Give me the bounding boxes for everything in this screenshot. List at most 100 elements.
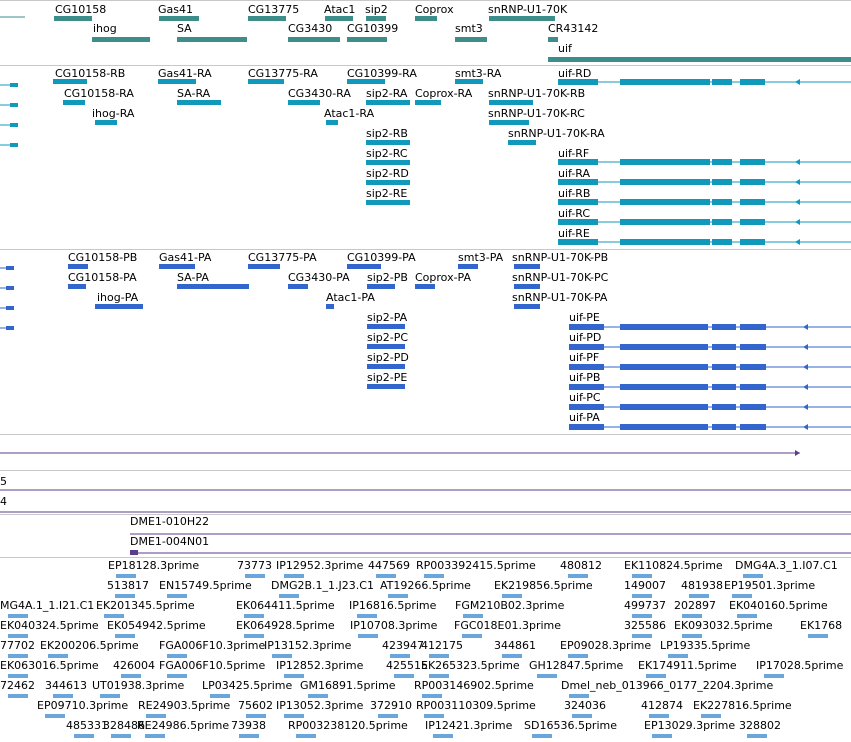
est-glyph[interactable] xyxy=(115,634,135,638)
transcript-glyph[interactable] xyxy=(95,120,117,125)
feature-label[interactable]: smt3 xyxy=(455,22,483,35)
est-glyph[interactable] xyxy=(104,614,124,618)
est-glyph[interactable] xyxy=(394,674,414,678)
feature-label[interactable]: CG10399 xyxy=(347,22,399,35)
feature-glyph[interactable] xyxy=(740,384,766,390)
feature-label[interactable]: CG3430-RA xyxy=(288,87,351,100)
gene-glyph[interactable] xyxy=(54,16,92,21)
feature-label[interactable]: CG3430 xyxy=(288,22,333,35)
feature-glyph[interactable] xyxy=(620,364,708,370)
feature-label[interactable]: CG10158-PA xyxy=(68,271,137,284)
est-glyph[interactable] xyxy=(272,654,292,658)
feature-label[interactable]: DME1-004N01 xyxy=(130,535,210,548)
feature-label[interactable]: sip2-RA xyxy=(366,87,408,100)
protein-glyph[interactable] xyxy=(367,324,405,329)
transcript-glyph[interactable] xyxy=(366,100,410,105)
feature-glyph[interactable] xyxy=(712,404,736,410)
feature-label[interactable]: sip2-RB xyxy=(366,127,408,140)
est-glyph[interactable] xyxy=(74,734,94,738)
est-glyph[interactable] xyxy=(8,694,28,698)
feature-label[interactable]: EK064928.5prime xyxy=(236,619,335,632)
est-glyph[interactable] xyxy=(532,734,552,738)
feature-label[interactable]: 447569 xyxy=(368,559,410,572)
gene-glyph[interactable] xyxy=(248,16,286,21)
protein-glyph[interactable] xyxy=(514,284,540,289)
feature-label[interactable]: UT01938.3prime xyxy=(92,679,185,692)
feature-label[interactable]: Gas41 xyxy=(158,3,193,16)
feature-label[interactable]: EK200206.5prime xyxy=(40,639,139,652)
feature-label[interactable]: 73773 xyxy=(237,559,272,572)
feature-label[interactable]: CR43142 xyxy=(548,22,599,35)
feature-glyph[interactable] xyxy=(740,199,765,205)
feature-label[interactable]: CG10399-RA xyxy=(347,67,417,80)
feature-label[interactable]: Coprox xyxy=(415,3,454,16)
transcript-glyph[interactable] xyxy=(347,79,385,84)
est-glyph[interactable] xyxy=(167,674,187,678)
feature-glyph[interactable] xyxy=(620,404,708,410)
gene-glyph[interactable] xyxy=(177,37,247,42)
gene-glyph[interactable] xyxy=(159,16,199,21)
feature-glyph[interactable] xyxy=(569,364,604,370)
est-glyph[interactable] xyxy=(8,674,28,678)
feature-label[interactable]: 73938 xyxy=(231,719,266,732)
est-glyph[interactable] xyxy=(239,734,259,738)
feature-label[interactable]: CG10399-PA xyxy=(347,251,416,264)
feature-label[interactable]: LP19335.5prime xyxy=(660,639,751,652)
est-glyph[interactable] xyxy=(632,614,652,618)
est-glyph[interactable] xyxy=(424,574,444,578)
feature-label[interactable]: snRNP-U1-70K xyxy=(488,3,568,16)
feature-glyph[interactable] xyxy=(558,199,598,205)
protein-glyph[interactable] xyxy=(68,264,88,269)
est-glyph[interactable] xyxy=(689,594,709,598)
est-glyph[interactable] xyxy=(358,634,378,638)
feature-glyph[interactable] xyxy=(569,384,604,390)
feature-label[interactable]: 426004 xyxy=(113,659,155,672)
feature-glyph[interactable] xyxy=(712,384,736,390)
feature-glyph[interactable] xyxy=(740,179,765,185)
feature-label[interactable]: smt3-RA xyxy=(455,67,502,80)
feature-label[interactable]: 412874 xyxy=(641,699,683,712)
transcript-glyph[interactable] xyxy=(326,120,338,125)
feature-label[interactable]: EP13029.3prime xyxy=(644,719,736,732)
transcript-glyph[interactable] xyxy=(366,140,410,145)
feature-glyph[interactable] xyxy=(740,364,766,370)
transcript-glyph[interactable] xyxy=(455,79,483,84)
protein-glyph[interactable] xyxy=(514,304,540,309)
feature-label[interactable]: EK265323.5prime xyxy=(421,659,520,672)
feature-label[interactable]: IP16816.5prime xyxy=(349,599,437,612)
feature-glyph[interactable] xyxy=(740,239,765,245)
est-glyph[interactable] xyxy=(279,594,299,598)
est-glyph[interactable] xyxy=(115,594,135,598)
est-glyph[interactable] xyxy=(116,574,136,578)
gene-glyph[interactable] xyxy=(92,37,150,42)
est-glyph[interactable] xyxy=(45,714,65,718)
feature-label[interactable]: EP09710.3prime xyxy=(37,699,129,712)
transcript-glyph[interactable] xyxy=(53,79,87,84)
transcript-glyph[interactable] xyxy=(366,180,410,185)
protein-glyph[interactable] xyxy=(367,284,395,289)
feature-label[interactable]: RE24903.5prime xyxy=(138,699,231,712)
feature-label[interactable]: uif-PC xyxy=(569,391,601,404)
feature-glyph[interactable] xyxy=(620,79,710,85)
feature-label[interactable]: DME1-010H22 xyxy=(130,515,210,528)
feature-glyph[interactable] xyxy=(620,199,710,205)
feature-label[interactable]: sip2-RE xyxy=(366,187,408,200)
feature-glyph[interactable] xyxy=(620,179,710,185)
feature-label[interactable]: EN15749.5prime xyxy=(159,579,252,592)
feature-label[interactable]: Atac1-RA xyxy=(324,107,375,120)
feature-label[interactable]: sip2-PD xyxy=(367,351,409,364)
protein-glyph[interactable] xyxy=(347,264,381,269)
feature-glyph[interactable] xyxy=(569,344,604,350)
feature-glyph[interactable] xyxy=(620,384,708,390)
feature-label[interactable]: EK040160.5prime xyxy=(729,599,828,612)
est-glyph[interactable] xyxy=(246,714,266,718)
est-glyph[interactable] xyxy=(701,714,721,718)
est-glyph[interactable] xyxy=(167,654,187,658)
est-glyph[interactable] xyxy=(422,694,442,698)
protein-glyph[interactable] xyxy=(288,284,308,289)
feature-label[interactable]: snRNP-U1-70K-RA xyxy=(508,127,605,140)
feature-label[interactable]: 513817 xyxy=(107,579,149,592)
feature-label[interactable]: uif-PA xyxy=(569,411,600,424)
est-glyph[interactable] xyxy=(100,694,120,698)
est-glyph[interactable] xyxy=(433,734,453,738)
